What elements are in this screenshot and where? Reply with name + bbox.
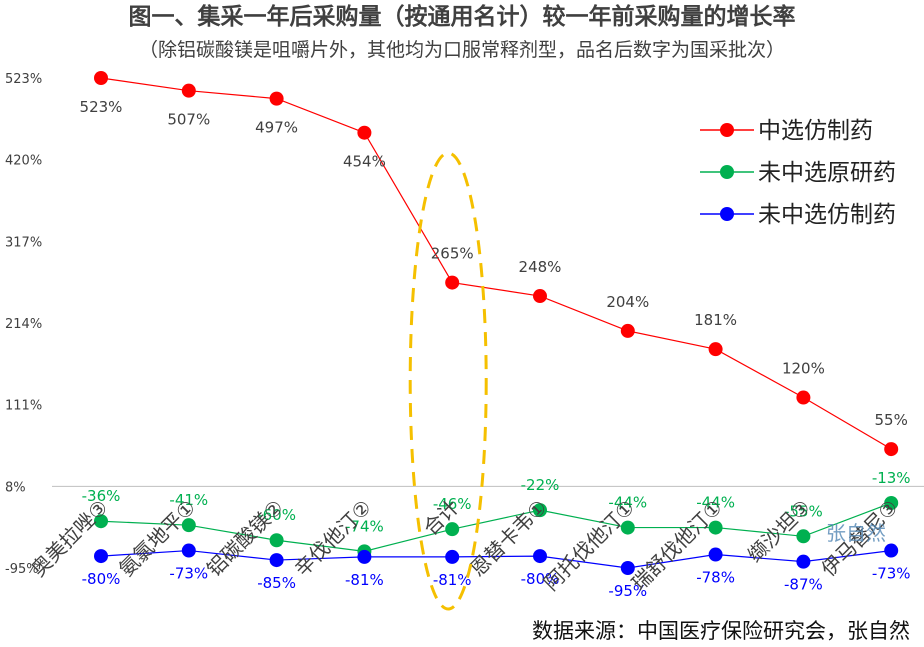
watermark-text: 张自然 — [826, 521, 886, 545]
data-label: 454% — [343, 153, 386, 171]
data-label: 523% — [80, 98, 123, 116]
legend-marker — [720, 165, 734, 179]
data-label: -85% — [257, 574, 296, 592]
data-label: -22% — [521, 476, 560, 494]
data-point — [796, 390, 811, 405]
data-point — [796, 529, 811, 544]
data-point — [357, 125, 372, 140]
data-label: -81% — [345, 571, 384, 589]
data-point — [708, 342, 723, 357]
y-tick-label: 111% — [5, 399, 42, 414]
data-label: -78% — [696, 569, 735, 587]
data-label: -80% — [82, 570, 121, 588]
data-label: 181% — [694, 311, 737, 329]
data-label: 507% — [167, 111, 210, 129]
data-label: -87% — [784, 576, 823, 594]
data-label: -41% — [169, 491, 208, 509]
category-label: 奥美拉唑③ — [26, 495, 112, 581]
data-label: -74% — [345, 517, 384, 535]
data-point — [620, 520, 635, 535]
data-point — [708, 520, 723, 535]
data-label: -60% — [257, 506, 296, 524]
data-label: 248% — [519, 258, 562, 276]
source-text: 数据来源：中国医疗保险研究会，张自然 — [532, 619, 910, 643]
data-label: -44% — [696, 494, 735, 512]
legend-label: 未中选仿制药 — [758, 202, 896, 228]
data-point — [620, 561, 635, 575]
y-tick-label: 317% — [5, 235, 42, 250]
data-label: 55% — [875, 411, 908, 429]
series-line — [100, 77, 892, 450]
data-point — [708, 547, 723, 562]
y-tick-label: 420% — [5, 154, 42, 169]
category-label: 阿托伐他汀① — [539, 495, 639, 595]
category-label: 辛伐他汀② — [290, 495, 376, 581]
legend-label: 未中选原研药 — [758, 160, 896, 186]
data-label: -95% — [608, 582, 647, 600]
data-point — [533, 503, 547, 518]
chart-title: 图一、集采一年后采购量（按通用名计）较一年前采购量的增长率 — [129, 3, 796, 30]
data-point — [620, 323, 635, 338]
data-label: -44% — [608, 494, 647, 512]
data-label: -36% — [82, 487, 121, 505]
data-point — [796, 554, 811, 569]
data-point — [181, 83, 196, 98]
y-tick-label: 214% — [5, 317, 42, 332]
y-tick-label: 523% — [5, 72, 42, 87]
data-label: 497% — [255, 119, 298, 137]
data-point — [445, 522, 460, 537]
legend-label: 中选仿制药 — [758, 118, 873, 144]
data-label: 265% — [431, 245, 474, 263]
y-axis: 523% 420% 317% 214% 111% 8% -95% — [5, 72, 42, 577]
data-point — [445, 549, 460, 564]
data-label: -73% — [169, 565, 208, 583]
data-point — [94, 514, 108, 529]
data-point — [94, 549, 108, 564]
data-label: 204% — [606, 293, 649, 311]
y-tick-label: -95% — [5, 562, 39, 577]
data-label: -55% — [784, 502, 823, 520]
data-point — [884, 543, 899, 558]
data-label: -81% — [433, 571, 472, 589]
data-point — [357, 549, 372, 564]
data-label: -80% — [521, 570, 560, 588]
data-point — [884, 495, 899, 510]
data-point — [269, 91, 284, 106]
y-tick-label: 8% — [5, 480, 26, 495]
legend-marker — [720, 207, 734, 221]
data-point — [884, 442, 899, 457]
data-point — [94, 71, 108, 85]
data-label: -13% — [872, 469, 911, 487]
data-point — [181, 518, 196, 533]
data-label: 120% — [782, 360, 825, 378]
category-label: 恩替卡韦① — [465, 495, 551, 581]
legend-marker — [720, 123, 734, 137]
data-point — [181, 543, 196, 558]
series-line — [100, 502, 892, 552]
data-point — [269, 553, 284, 568]
chart-subtitle: （除铝碳酸镁是咀嚼片外，其他均为口服常释剂型，品名后数字为国采批次） — [139, 39, 785, 61]
data-label: -46% — [433, 495, 472, 513]
data-point — [269, 533, 284, 548]
data-label: -73% — [872, 565, 911, 583]
series-layer: 523% 507% 497% 454% 265% 248% 204% 181% 120% 55% -… — [80, 71, 911, 600]
data-point — [533, 289, 547, 304]
highlight-ellipse — [408, 151, 488, 611]
data-point — [445, 275, 460, 290]
series-line — [100, 549, 892, 569]
data-point — [533, 549, 547, 564]
